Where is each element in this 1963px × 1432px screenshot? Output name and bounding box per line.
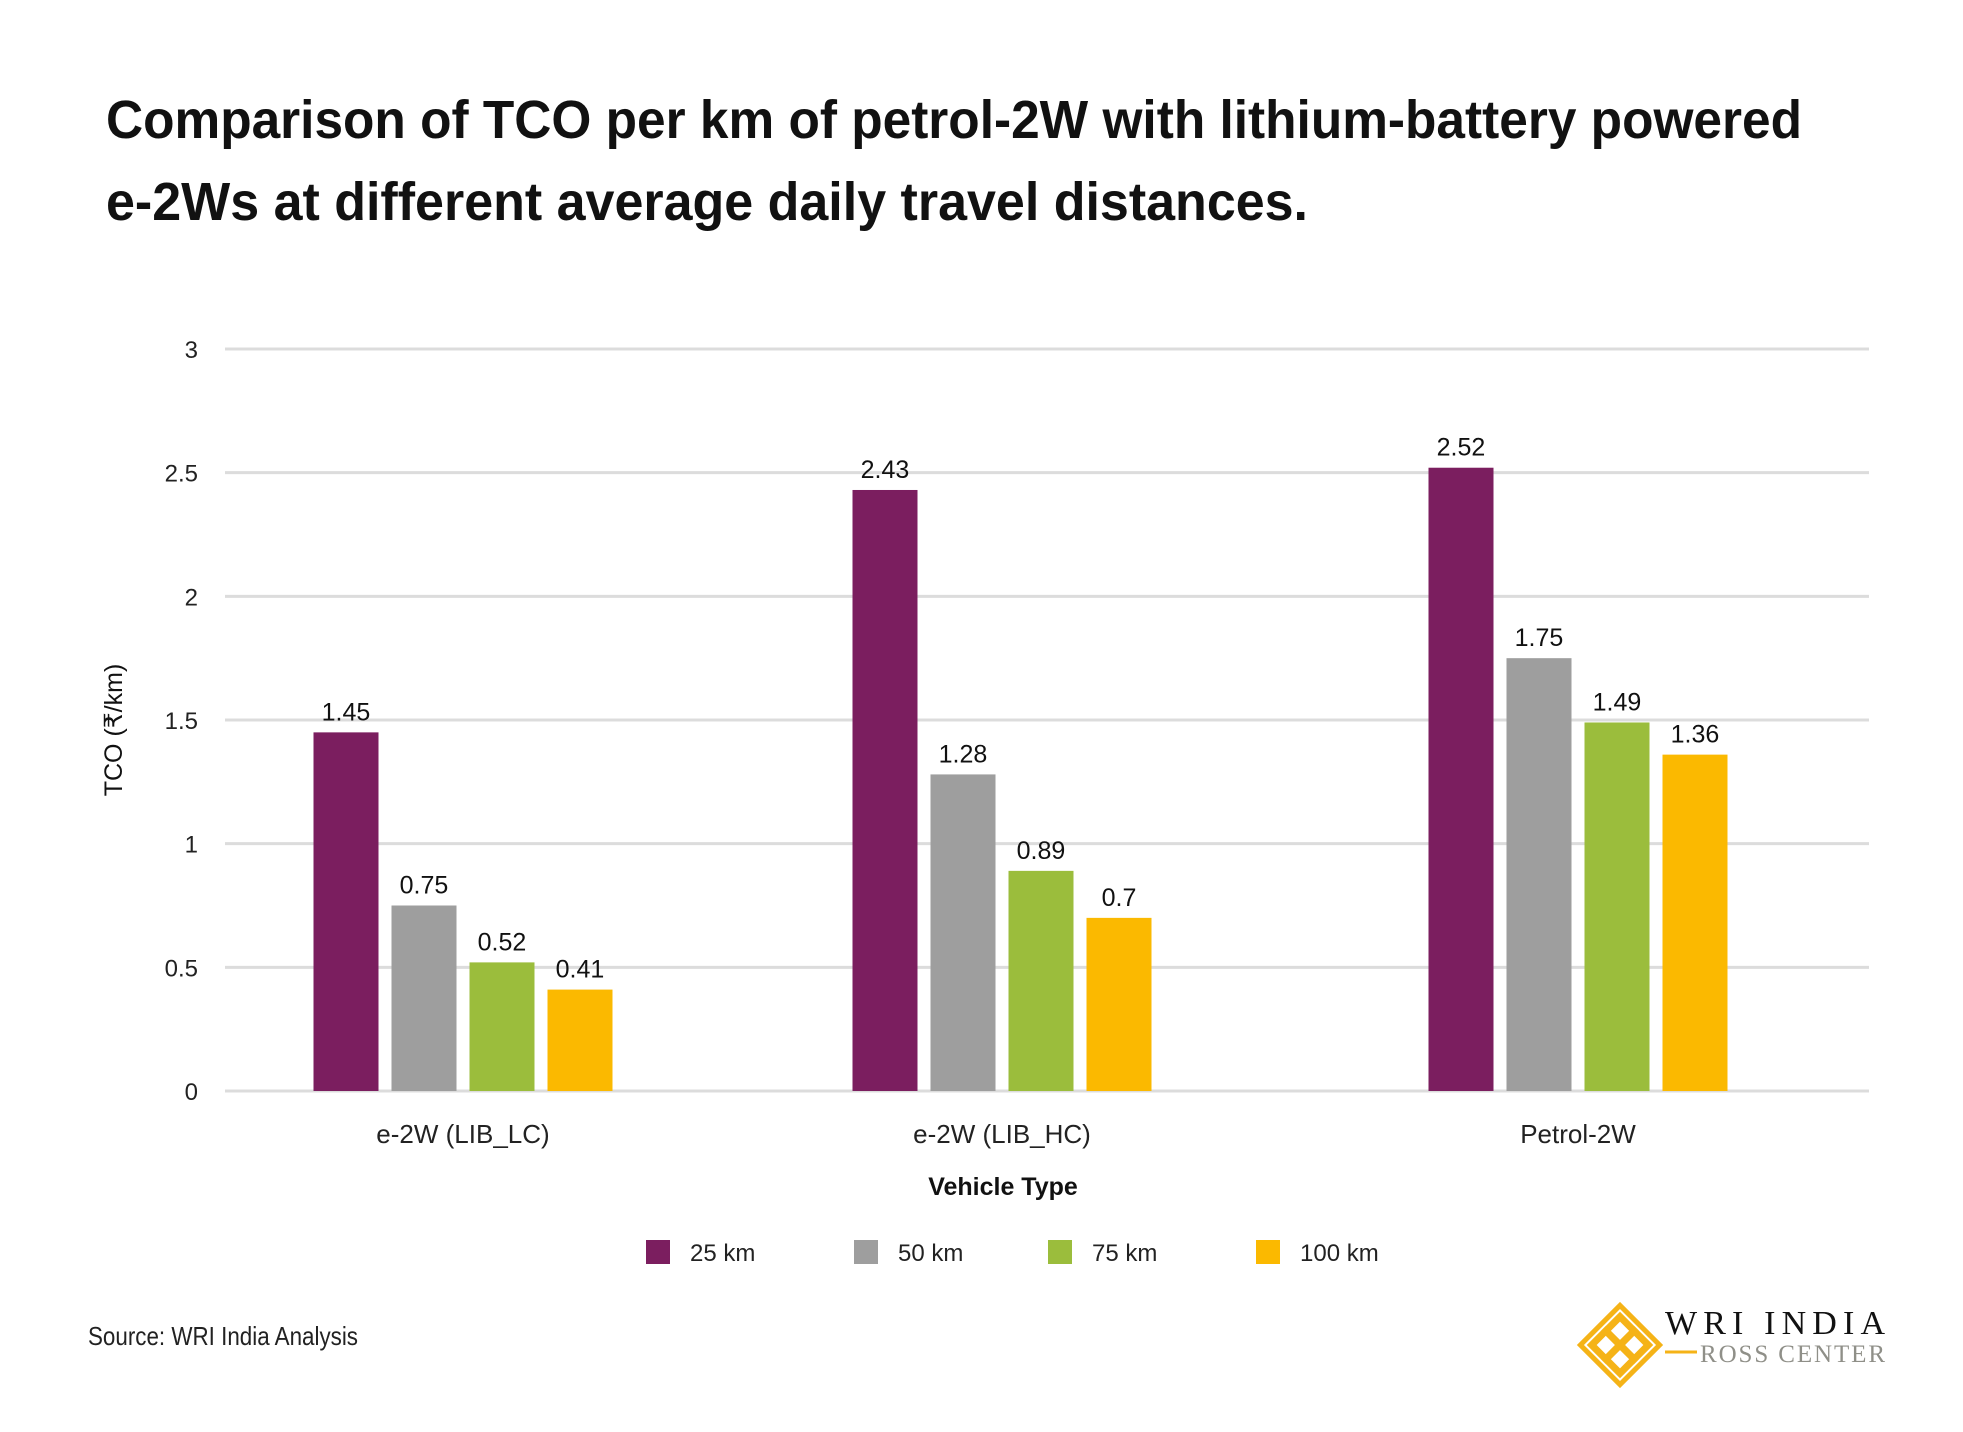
legend: 25 km 50 km 75 km 100 km bbox=[646, 1240, 1379, 1267]
bar bbox=[313, 732, 379, 1091]
data-label: 0.7 bbox=[1102, 884, 1137, 912]
logo-line-2: ROSS CENTER bbox=[1700, 1341, 1885, 1368]
y-tick-label: 3 bbox=[185, 337, 198, 364]
legend-label: 25 km bbox=[690, 1240, 755, 1267]
source-note: Source: WRI India Analysis bbox=[88, 1321, 358, 1351]
data-label: 1.36 bbox=[1671, 721, 1720, 749]
data-label: 1.75 bbox=[1515, 624, 1564, 652]
legend-swatch bbox=[854, 1240, 878, 1264]
bar bbox=[547, 989, 613, 1091]
data-label: 1.45 bbox=[322, 698, 371, 726]
bar bbox=[391, 905, 457, 1091]
bar bbox=[1086, 917, 1152, 1091]
x-axis-label: Vehicle Type bbox=[928, 1173, 1078, 1201]
bar bbox=[469, 962, 535, 1091]
data-label: 1.49 bbox=[1593, 688, 1642, 716]
y-tick-label: 1.5 bbox=[165, 708, 198, 735]
bar bbox=[1662, 754, 1728, 1091]
chart-title-line-2: e-2Ws at different average daily travel … bbox=[106, 172, 1308, 232]
logo-line-1: WRI INDIA bbox=[1665, 1305, 1885, 1342]
y-tick-label: 0.5 bbox=[165, 955, 198, 982]
data-labels: 1.45 0.75 0.52 0.41 2.43 1.28 0.89 0.7 2.52 1.75 1… bbox=[322, 434, 1720, 984]
category-label: e-2W (LIB_LC) bbox=[376, 1119, 549, 1149]
bar bbox=[930, 774, 996, 1091]
data-label: 2.43 bbox=[861, 456, 910, 484]
logo-knot-icon bbox=[1576, 1301, 1664, 1389]
y-tick-label: 2.5 bbox=[165, 461, 198, 488]
category-labels: e-2W (LIB_LC) e-2W (LIB_HC) Petrol-2W bbox=[376, 1119, 1636, 1149]
legend-swatch bbox=[1048, 1240, 1072, 1264]
bar bbox=[1506, 658, 1572, 1091]
legend-label: 75 km bbox=[1092, 1240, 1157, 1267]
bars bbox=[313, 467, 1728, 1092]
wri-india-logo: WRI INDIA ROSS CENTER bbox=[1576, 1301, 1885, 1389]
y-tick-label: 1 bbox=[185, 832, 198, 859]
legend-label: 100 km bbox=[1300, 1240, 1379, 1267]
legend-swatch bbox=[1256, 1240, 1280, 1264]
chart-title-line-1: Comparison of TCO per km of petrol-2W wi… bbox=[106, 90, 1802, 150]
y-tick-label: 2 bbox=[185, 584, 198, 611]
category-label: Petrol-2W bbox=[1520, 1119, 1636, 1149]
data-label: 0.89 bbox=[1017, 837, 1066, 865]
data-label: 1.28 bbox=[939, 740, 988, 768]
bar bbox=[1584, 722, 1650, 1091]
bar bbox=[1008, 870, 1074, 1091]
y-axis-label: TCO (₹/km) bbox=[100, 664, 128, 797]
data-label: 0.52 bbox=[478, 928, 527, 956]
y-tick-label: 0 bbox=[185, 1079, 198, 1106]
bar bbox=[1428, 467, 1494, 1092]
data-label: 2.52 bbox=[1437, 434, 1486, 462]
bar bbox=[852, 489, 918, 1092]
legend-label: 50 km bbox=[898, 1240, 963, 1267]
y-tick-labels: 0 0.5 1 1.5 2 2.5 3 bbox=[165, 337, 198, 1106]
category-label: e-2W (LIB_HC) bbox=[913, 1119, 1091, 1149]
data-label: 0.75 bbox=[400, 872, 449, 900]
legend-swatch bbox=[646, 1240, 670, 1264]
data-label: 0.41 bbox=[556, 956, 605, 984]
